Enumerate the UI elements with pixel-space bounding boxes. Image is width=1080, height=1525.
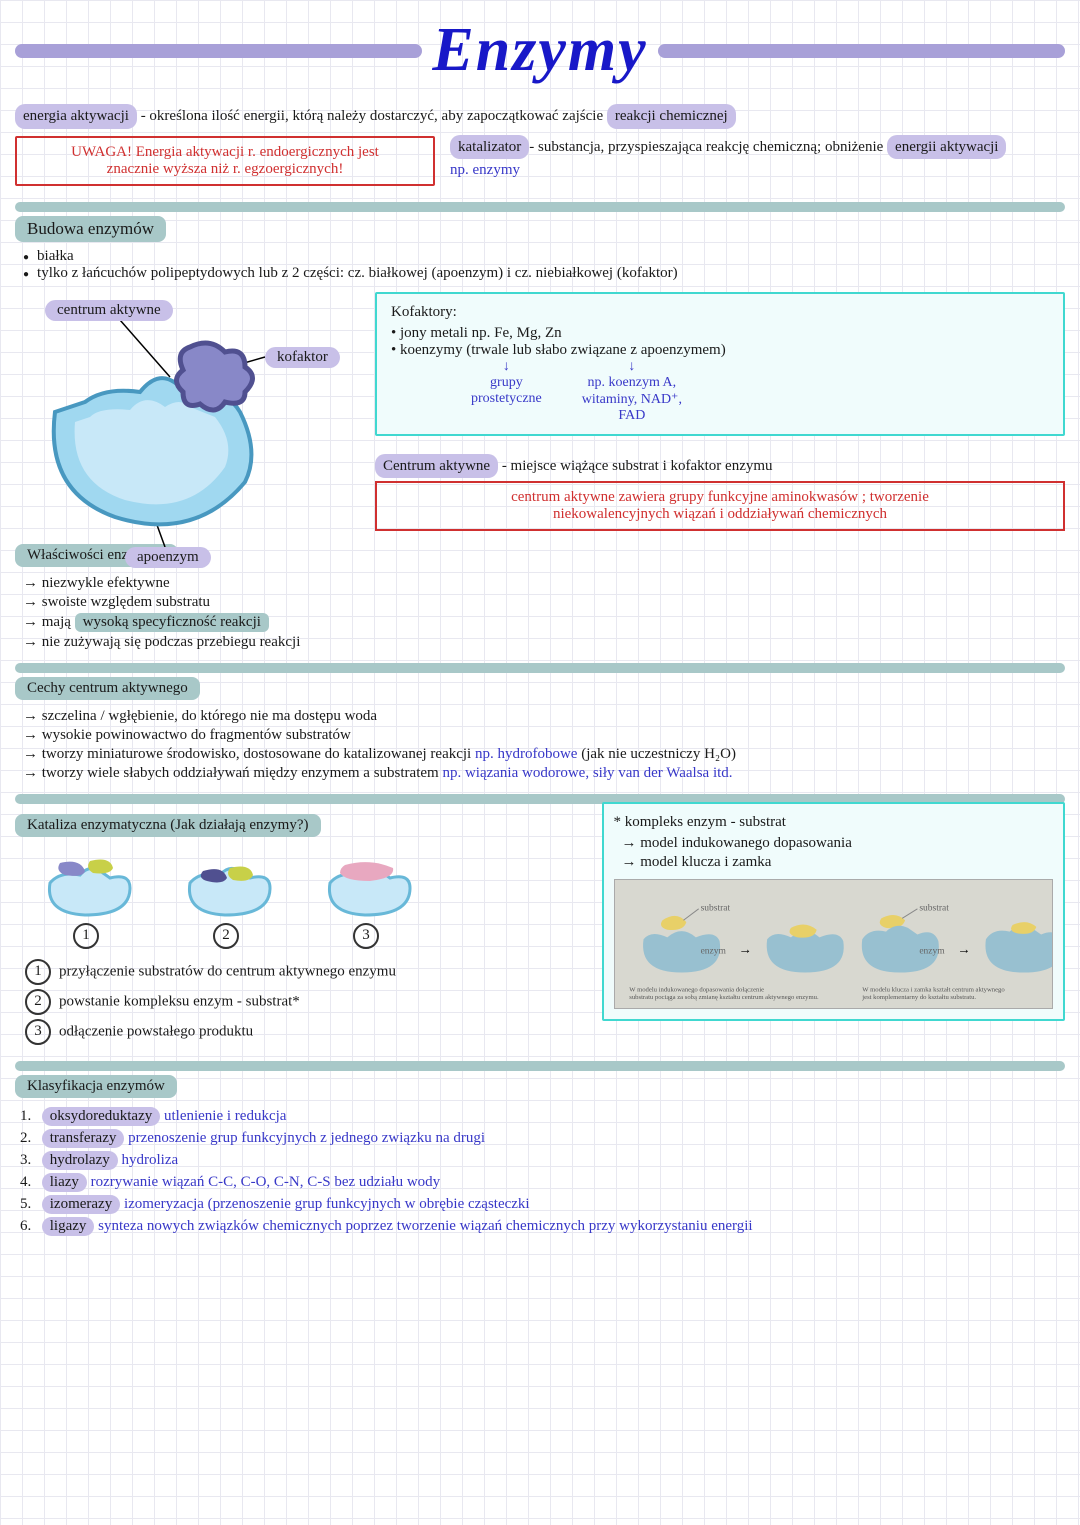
svg-text:substratu pociąga za sobą zmia: substratu pociąga za sobą zmianę kształt… [629,994,819,1001]
model-box: * kompleks enzym - substrat model induko… [602,802,1066,1021]
heading-budowa: Budowa enzymów [15,216,166,242]
enzyme-diagram: centrum aktywne kofaktor apoenzym [15,292,355,592]
title-bar-left [15,44,422,58]
catalysis-diagram: 1 2 3 [15,853,582,949]
heading-kataliza: Kataliza enzymatyczna (Jak działają enzy… [15,814,321,837]
svg-text:substrat: substrat [919,903,949,913]
svg-text:jest komplementarny do kształt: jest komplementarny do kształtu substrat… [861,994,976,1001]
klas-list: 1. oksydoreduktazy utlenienie i redukcja… [15,1107,1065,1236]
term-reakcji: reakcji chemicznej [607,104,736,129]
title-row: Enzymy [15,15,1065,86]
model-image: substrat enzym → substrat enzym [614,879,1054,1009]
cat-step-1-svg [35,853,145,923]
enzyme-svg [15,292,355,582]
def-katalizator: katalizator- substancja, przyspieszająca… [450,135,1065,160]
svg-text:→: → [738,941,751,956]
model-desc-1: W modelu indukowanego dopasowania dołącz… [629,986,764,993]
heading-cechy: Cechy centrum aktywnego [15,677,200,700]
cat-step-3-svg [315,853,425,923]
cechy-list: szczelina / wgłębienie, do którego nie m… [15,708,1065,782]
label-centrum: centrum aktywne [45,300,173,321]
katalizator-example: np. enzymy [450,162,1065,179]
svg-text:enzym: enzym [700,946,726,956]
svg-text:substrat: substrat [700,903,730,913]
cat-step-2-svg [175,853,285,923]
kataliza-steps-list: 1przyłączenie substratów do centrum akty… [15,959,582,1045]
model-desc-2: W modelu klucza i zamka kształt centrum … [862,986,1005,993]
def-energia: energia aktywacji - określona ilość ener… [15,104,1065,129]
page-title: Enzymy [432,15,647,86]
label-apoenzym: apoenzym [125,547,211,568]
svg-text:→: → [957,941,970,956]
warning-centrum: centrum aktywne zawiera grupy funkcyjne … [375,481,1065,531]
warning-endoerg: UWAGA! Energia aktywacji r. endoergiczny… [15,136,435,186]
label-kofaktor: kofaktor [265,347,340,368]
title-bar-right [658,44,1065,58]
svg-text:enzym: enzym [919,946,945,956]
term-energia: energia aktywacji [15,104,137,129]
budowa-list: białka tylko z łańcuchów polipeptydowych… [15,248,1065,282]
kofaktory-box: Kofaktory: • jony metali np. Fe, Mg, Zn … [375,292,1065,436]
heading-klas: Klasyfikacja enzymów [15,1075,177,1098]
def-centrum: Centrum aktywne - miejsce wiążące substr… [375,454,1065,479]
